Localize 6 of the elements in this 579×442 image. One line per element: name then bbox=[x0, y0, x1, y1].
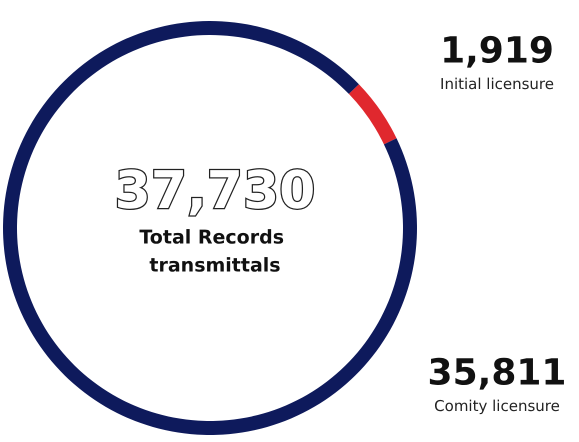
slice-label: Comity licensure bbox=[434, 397, 560, 415]
text: 37,730 bbox=[114, 161, 316, 221]
data-label: 1,919 bbox=[440, 30, 554, 72]
slice-label: Initial licensure bbox=[440, 75, 554, 93]
data-label: 35,811 bbox=[428, 352, 566, 394]
text: Total Records transmittals bbox=[139, 226, 291, 276]
